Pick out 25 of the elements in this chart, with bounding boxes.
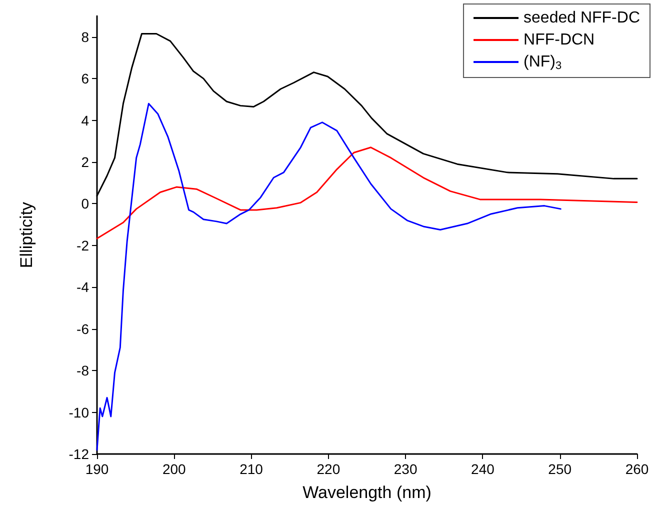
x-tick-label: 210 [240,461,264,477]
y-tick-label: 4 [81,112,90,128]
y-tick-label: -6 [76,320,90,337]
legend-label: NFF-DCN [524,32,595,48]
y-tick-label: -10 [68,404,90,420]
y-tick-label: 0 [81,196,90,212]
y-tick-label: 2 [81,154,90,170]
x-tick-label: 250 [548,461,572,477]
y-tick-label: -2 [76,237,90,254]
x-tick-label: 220 [316,461,340,477]
y-tick-label: -8 [76,362,90,379]
x-tick-label: 260 [625,461,649,477]
x-tick-label: 190 [85,461,109,477]
y-axis-title: Ellipticity [17,201,36,268]
x-tick-label: 230 [394,461,418,477]
line-series [96,146,638,240]
x-tick-label: 200 [162,461,186,477]
y-tick-label: -12 [68,446,90,462]
x-axis-title: Wavelength (nm) [302,483,432,502]
y-tick-label: 6 [81,70,90,87]
x-tick-label: 240 [471,461,495,477]
line-series [96,102,562,451]
legend-label: seeded NFF-DC [524,10,640,26]
y-tick-label: -4 [76,279,90,296]
y-tick-label: 8 [81,28,90,45]
